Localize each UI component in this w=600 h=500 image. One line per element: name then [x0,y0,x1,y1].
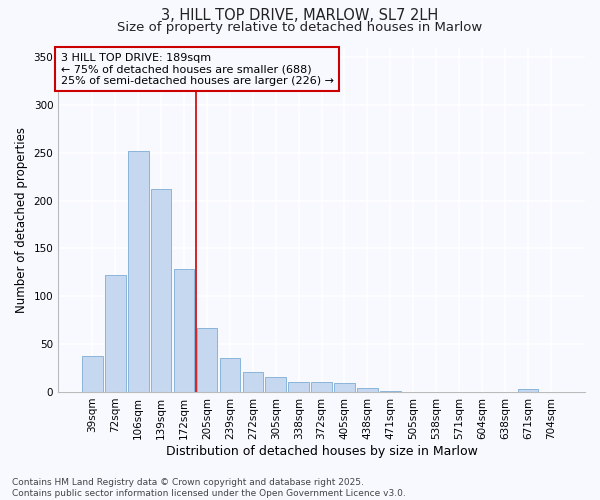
Bar [380,391,401,392]
X-axis label: Distribution of detached houses by size in Marlow: Distribution of detached houses by size … [166,444,478,458]
Bar [197,328,217,392]
Bar [151,189,172,392]
Bar [357,388,378,392]
Bar [242,372,263,392]
Text: Contains HM Land Registry data © Crown copyright and database right 2025.
Contai: Contains HM Land Registry data © Crown c… [12,478,406,498]
Bar [105,275,125,392]
Bar [128,151,149,392]
Bar [311,382,332,392]
Text: 3, HILL TOP DRIVE, MARLOW, SL7 2LH: 3, HILL TOP DRIVE, MARLOW, SL7 2LH [161,8,439,22]
Bar [334,384,355,392]
Bar [289,382,309,392]
Bar [518,389,538,392]
Bar [220,358,240,392]
Y-axis label: Number of detached properties: Number of detached properties [15,126,28,312]
Bar [265,376,286,392]
Text: 3 HILL TOP DRIVE: 189sqm
← 75% of detached houses are smaller (688)
25% of semi-: 3 HILL TOP DRIVE: 189sqm ← 75% of detach… [61,52,334,86]
Text: Size of property relative to detached houses in Marlow: Size of property relative to detached ho… [118,21,482,34]
Bar [82,356,103,392]
Bar [174,268,194,392]
